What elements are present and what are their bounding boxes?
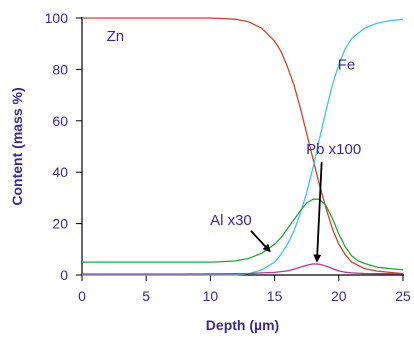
x-tick-label: 0 (78, 288, 86, 304)
series-line-fe (82, 18, 404, 276)
y-tick-label: 60 (52, 113, 68, 129)
x-tick-label: 25 (395, 288, 411, 304)
y-tick-label: 100 (45, 10, 69, 26)
annotation-al-x30: Al x30 (210, 212, 252, 229)
annotation-zn: Zn (107, 28, 125, 45)
annotation-pb-x100: Pb x100 (306, 141, 361, 158)
y-axis-title: Content (mass %) (9, 87, 25, 205)
series-line-zn (82, 17, 404, 275)
annotation-arrow-al-x30 (250, 230, 271, 253)
annotation-arrow-pb-x100 (313, 162, 323, 263)
plot-area (82, 18, 403, 275)
series-line-pb-x100 (82, 263, 403, 275)
annotation-fe: Fe (338, 56, 356, 73)
x-tick-label: 10 (203, 288, 219, 304)
series-line-al-x30 (82, 198, 404, 271)
y-tick-label: 20 (52, 216, 68, 232)
y-tick-label: 0 (60, 267, 68, 283)
plot-background (82, 18, 403, 275)
series-group (82, 17, 404, 276)
x-axis-title: Depth (µm) (206, 317, 279, 333)
axes: 0 5 10 15 20 25 0 20 40 60 80 100 (45, 10, 411, 304)
x-tick-label: 15 (267, 288, 283, 304)
y-tick-label: 80 (52, 61, 68, 77)
x-tick-label: 5 (142, 288, 150, 304)
y-tick-label: 40 (52, 164, 68, 180)
annotation-group: Zn Fe Pb x100 Al x30 (107, 28, 361, 263)
x-tick-label: 20 (331, 288, 347, 304)
